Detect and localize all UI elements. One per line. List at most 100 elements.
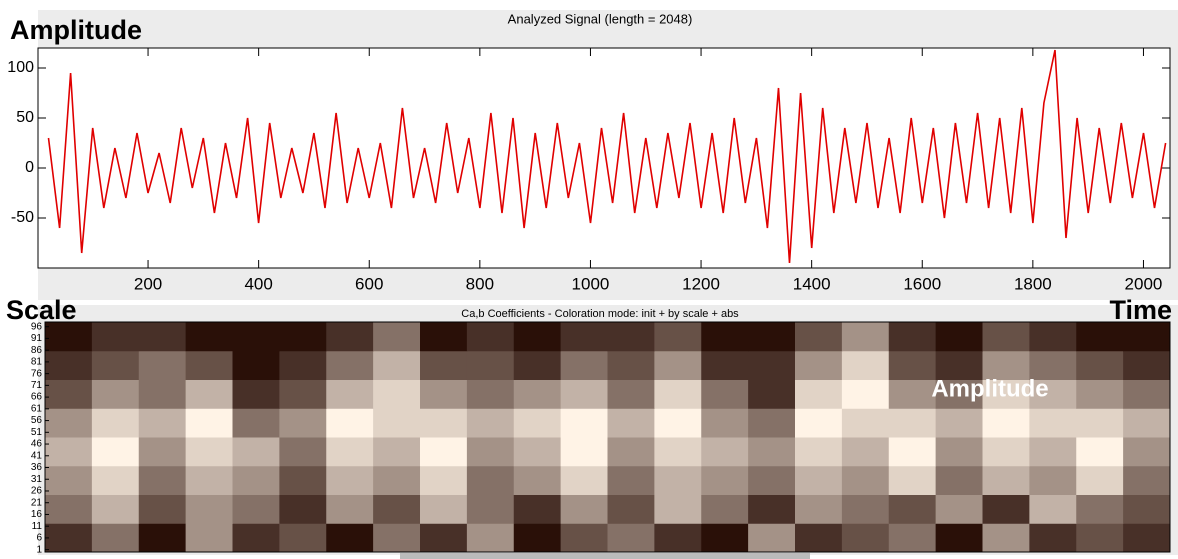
- heatmap-cell: [888, 408, 937, 438]
- heatmap-cell: [560, 379, 608, 409]
- heatmap-cell: [935, 494, 983, 524]
- heatmap-cell: [1123, 494, 1171, 524]
- x-tick-label: 1800: [1014, 274, 1052, 293]
- heatmap-cell: [138, 494, 187, 524]
- heatmap-cell: [748, 494, 796, 524]
- heatmap-cell: [607, 350, 655, 380]
- heatmap-cell: [279, 322, 327, 352]
- heatmap-cell: [326, 350, 374, 380]
- heatmap-cell: [888, 322, 937, 352]
- heatmap-cell: [185, 408, 233, 438]
- heatmap-cell: [279, 437, 327, 467]
- heatmap-cell: [326, 523, 374, 553]
- heatmap-cell: [1123, 437, 1171, 467]
- heatmap-cell: [373, 350, 421, 380]
- heatmap-cell: [45, 350, 93, 380]
- heatmap-cell: [373, 523, 421, 553]
- annotation: Amplitude: [931, 375, 1048, 402]
- heatmap-cell: [748, 350, 796, 380]
- heatmap-cell: [513, 523, 562, 553]
- heatmap-cell: [841, 379, 890, 409]
- heatmap-cell: [888, 465, 937, 495]
- heatmap-cell: [232, 379, 280, 409]
- heatmap-cell: [232, 465, 280, 495]
- y-tick-label: -50: [11, 209, 34, 226]
- heatmap-cell: [466, 523, 515, 553]
- y-tick-label: 76: [31, 368, 43, 379]
- y-tick-label: 86: [31, 345, 43, 356]
- heatmap-cell: [701, 465, 749, 495]
- heatmap-cell: [185, 494, 233, 524]
- y-tick-label: 81: [31, 357, 43, 368]
- heatmap-cell: [138, 350, 187, 380]
- x-tick-label: 800: [466, 274, 494, 293]
- heatmap-cell: [1123, 465, 1171, 495]
- heatmap-cell: [185, 465, 233, 495]
- y-tick-label: 46: [31, 439, 43, 450]
- heatmap-cell: [1029, 437, 1077, 467]
- heatmap-cell: [748, 322, 796, 352]
- heatmap-cell: [91, 408, 140, 438]
- heatmap-cell: [888, 523, 937, 553]
- heatmap-cell: [560, 322, 608, 352]
- heatmap-cell: [420, 437, 468, 467]
- heatmap-cell: [1076, 465, 1124, 495]
- heatmap-cell: [1029, 523, 1077, 553]
- heatmap-cell: [279, 494, 327, 524]
- heatmap-cell: [91, 494, 140, 524]
- heatmap-cell: [795, 465, 843, 495]
- heatmap-cell: [138, 465, 187, 495]
- heatmap-cell: [748, 379, 796, 409]
- x-tick-label: 1600: [903, 274, 941, 293]
- x-tick-label: 1200: [682, 274, 720, 293]
- y-tick-label: 11: [32, 521, 43, 532]
- y-tick-label: 6: [36, 533, 42, 544]
- heatmap-cell: [701, 350, 749, 380]
- heatmap-cell: [185, 437, 233, 467]
- x-tick-label: 2000: [1125, 274, 1163, 293]
- heatmap-cell: [279, 350, 327, 380]
- heatmap-cell: [654, 350, 702, 380]
- heatmap-cell: [373, 465, 421, 495]
- heatmap-cell: [1076, 322, 1124, 352]
- heatmap-cell: [654, 494, 702, 524]
- heatmap-cell: [560, 350, 608, 380]
- heatmap-cell: [45, 465, 93, 495]
- heatmap-cell: [607, 523, 655, 553]
- y-axis-label: Amplitude: [10, 15, 142, 45]
- y-axis-label: Scale: [6, 295, 77, 325]
- heatmap-cell: [420, 523, 468, 553]
- x-tick-label: 400: [244, 274, 272, 293]
- heatmap-cell: [1076, 379, 1124, 409]
- heatmap-cell: [513, 350, 562, 380]
- plot-frame: [44, 321, 1171, 553]
- y-tick-label: 56: [31, 415, 43, 426]
- heatmap-cell: [982, 494, 1030, 524]
- heatmap-cell: [701, 494, 749, 524]
- heatmap-cell: [326, 494, 374, 524]
- heatmap-cell: [982, 437, 1030, 467]
- heatmap-cell: [701, 408, 749, 438]
- heatmap-cell: [420, 494, 468, 524]
- heatmap-cell: [373, 437, 421, 467]
- heatmap-cell: [91, 322, 140, 352]
- heatmap-cell: [841, 437, 890, 467]
- heatmap-cell: [279, 379, 327, 409]
- heatmap-cell: [91, 437, 140, 467]
- heatmap-cell: [560, 408, 608, 438]
- heatmap-cell: [45, 437, 93, 467]
- heatmap-cell: [982, 322, 1030, 352]
- heatmap-cell: [841, 523, 890, 553]
- signal-line: [47, 49, 1167, 264]
- y-tick-label: 1: [36, 544, 42, 555]
- heatmap-cell: [1076, 494, 1124, 524]
- heatmap-cell: [841, 494, 890, 524]
- heatmap-cell: [91, 523, 140, 553]
- heatmap-cell: [466, 437, 515, 467]
- heatmap-cell: [513, 437, 562, 467]
- heatmap-cell: [701, 437, 749, 467]
- heatmap-cell: [982, 408, 1030, 438]
- heatmap-cell: [935, 350, 983, 380]
- y-tick-label: 71: [31, 380, 43, 391]
